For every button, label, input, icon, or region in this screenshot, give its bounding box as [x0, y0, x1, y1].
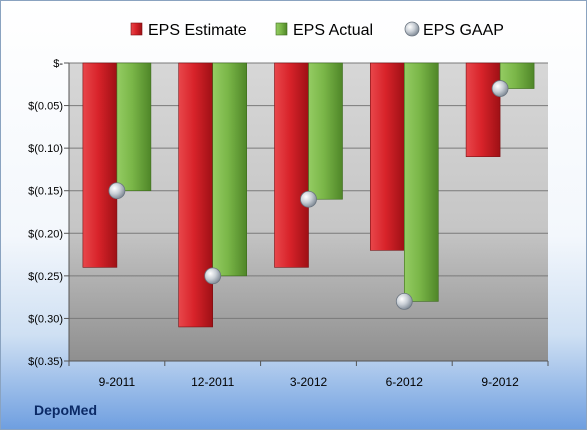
marker-eps-gaap	[395, 292, 413, 310]
x-tick-label: 9-2011	[99, 375, 136, 389]
bar-eps-estimate	[82, 62, 118, 268]
legend-eps-estimate-label: EPS Estimate	[148, 22, 247, 39]
bar-eps-estimate	[274, 62, 309, 268]
legend-eps-estimate-swatch	[130, 22, 143, 36]
x-tick-label: 6-2012	[386, 375, 424, 389]
legend-eps-gaap-swatch	[404, 21, 420, 37]
bar-eps-actual	[116, 62, 152, 192]
y-tick-label: $(0.25)	[28, 271, 63, 283]
legend-eps-actual-label: EPS Actual	[293, 22, 373, 39]
y-tick-label: $(0.15)	[28, 186, 63, 198]
y-tick-label: $(0.35)	[28, 356, 63, 368]
bar-eps-actual	[212, 62, 247, 277]
marker-eps-gaap	[204, 267, 222, 285]
legend-eps-actual-swatch	[275, 22, 288, 36]
y-tick-label: $(0.20)	[28, 228, 63, 240]
company-name: DepoMed	[34, 402, 97, 418]
x-tick-label: 3-2012	[290, 375, 328, 389]
marker-eps-gaap	[491, 80, 509, 97]
bar-eps-actual	[308, 62, 343, 200]
legend-eps-gaap-label: EPS GAAP	[423, 22, 504, 39]
x-tick-label: 12-2011	[191, 375, 234, 389]
y-tick-label: $-	[53, 58, 63, 70]
marker-eps-gaap	[108, 182, 126, 200]
y-tick-label: $(0.10)	[28, 143, 63, 155]
y-tick-label: $(0.30)	[28, 313, 63, 325]
bar-eps-estimate	[369, 62, 405, 251]
y-tick-label: $(0.05)	[28, 101, 63, 113]
bar-eps-estimate	[178, 62, 213, 328]
bar-eps-estimate	[465, 62, 501, 157]
x-tick-label: 9-2012	[481, 375, 519, 389]
bar-eps-actual	[403, 62, 439, 302]
marker-eps-gaap	[300, 190, 317, 208]
